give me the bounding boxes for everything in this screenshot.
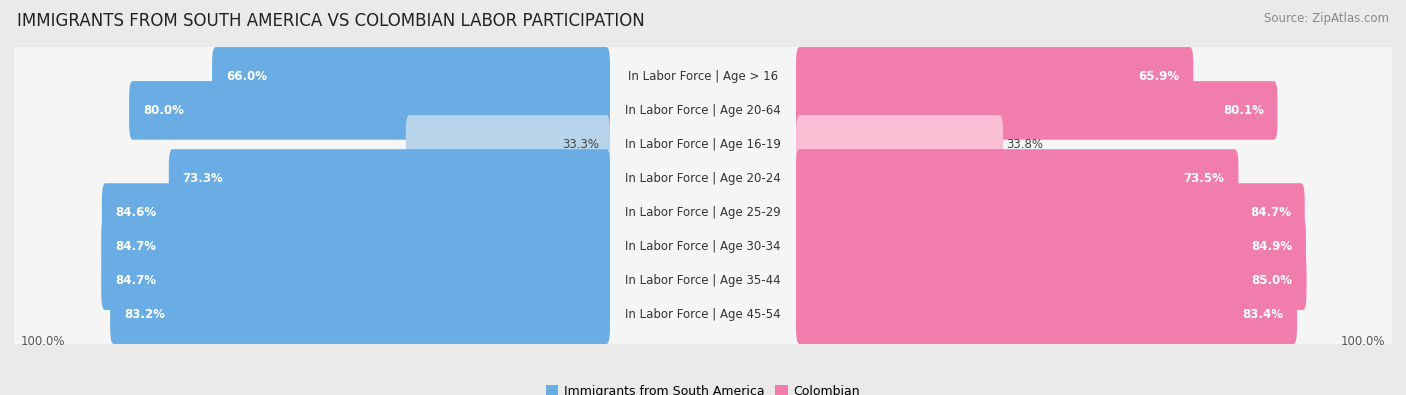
- Text: 84.7%: 84.7%: [115, 240, 156, 253]
- FancyBboxPatch shape: [129, 81, 610, 140]
- FancyBboxPatch shape: [796, 286, 1296, 344]
- FancyBboxPatch shape: [13, 239, 1393, 322]
- FancyBboxPatch shape: [796, 217, 1306, 276]
- FancyBboxPatch shape: [13, 273, 1393, 356]
- Text: IMMIGRANTS FROM SOUTH AMERICA VS COLOMBIAN LABOR PARTICIPATION: IMMIGRANTS FROM SOUTH AMERICA VS COLOMBI…: [17, 12, 644, 30]
- FancyBboxPatch shape: [406, 115, 610, 174]
- Text: 65.9%: 65.9%: [1139, 70, 1180, 83]
- Text: In Labor Force | Age 20-24: In Labor Force | Age 20-24: [626, 172, 780, 185]
- FancyBboxPatch shape: [13, 137, 1393, 220]
- FancyBboxPatch shape: [110, 286, 610, 344]
- FancyBboxPatch shape: [796, 47, 1194, 105]
- Text: In Labor Force | Age 25-29: In Labor Force | Age 25-29: [626, 206, 780, 219]
- Text: In Labor Force | Age > 16: In Labor Force | Age > 16: [628, 70, 778, 83]
- FancyBboxPatch shape: [13, 69, 1393, 152]
- FancyBboxPatch shape: [13, 205, 1393, 288]
- Text: 100.0%: 100.0%: [21, 335, 66, 348]
- Text: 66.0%: 66.0%: [226, 70, 267, 83]
- Text: 33.3%: 33.3%: [562, 138, 599, 151]
- Text: 80.0%: 80.0%: [143, 104, 184, 117]
- Text: 85.0%: 85.0%: [1251, 274, 1292, 287]
- Text: 84.9%: 84.9%: [1251, 240, 1292, 253]
- FancyBboxPatch shape: [796, 183, 1305, 242]
- Text: 80.1%: 80.1%: [1223, 104, 1264, 117]
- FancyBboxPatch shape: [796, 115, 1002, 174]
- Text: 73.3%: 73.3%: [183, 172, 224, 185]
- FancyBboxPatch shape: [13, 171, 1393, 254]
- Legend: Immigrants from South America, Colombian: Immigrants from South America, Colombian: [541, 380, 865, 395]
- Text: In Labor Force | Age 35-44: In Labor Force | Age 35-44: [626, 274, 780, 287]
- Text: 33.8%: 33.8%: [1007, 138, 1043, 151]
- FancyBboxPatch shape: [169, 149, 610, 208]
- Text: 84.7%: 84.7%: [115, 274, 156, 287]
- Text: 84.6%: 84.6%: [115, 206, 156, 219]
- Text: In Labor Force | Age 16-19: In Labor Force | Age 16-19: [626, 138, 780, 151]
- Text: In Labor Force | Age 20-64: In Labor Force | Age 20-64: [626, 104, 780, 117]
- FancyBboxPatch shape: [796, 149, 1239, 208]
- Text: In Labor Force | Age 45-54: In Labor Force | Age 45-54: [626, 308, 780, 321]
- FancyBboxPatch shape: [101, 217, 610, 276]
- FancyBboxPatch shape: [101, 251, 610, 310]
- Text: 100.0%: 100.0%: [1340, 335, 1385, 348]
- Text: 83.4%: 83.4%: [1243, 308, 1284, 321]
- FancyBboxPatch shape: [101, 183, 610, 242]
- FancyBboxPatch shape: [13, 103, 1393, 186]
- Text: 84.7%: 84.7%: [1250, 206, 1291, 219]
- FancyBboxPatch shape: [13, 35, 1393, 118]
- FancyBboxPatch shape: [212, 47, 610, 105]
- Text: 73.5%: 73.5%: [1184, 172, 1225, 185]
- Text: In Labor Force | Age 30-34: In Labor Force | Age 30-34: [626, 240, 780, 253]
- Text: 83.2%: 83.2%: [124, 308, 165, 321]
- FancyBboxPatch shape: [796, 81, 1278, 140]
- FancyBboxPatch shape: [796, 251, 1306, 310]
- Text: Source: ZipAtlas.com: Source: ZipAtlas.com: [1264, 12, 1389, 25]
